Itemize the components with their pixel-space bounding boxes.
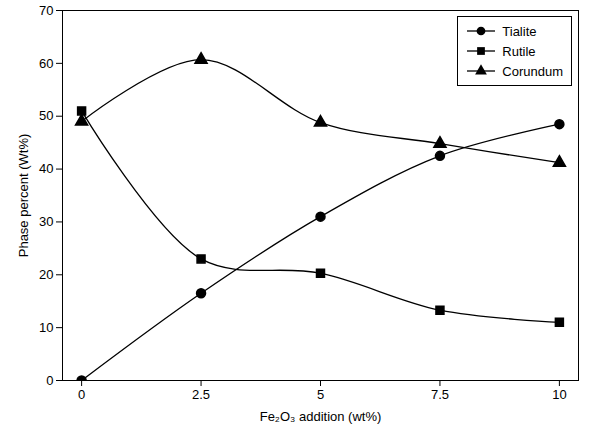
svg-text:30: 30 (39, 214, 53, 229)
svg-text:50: 50 (39, 108, 53, 123)
svg-text:0: 0 (78, 387, 85, 402)
svg-text:20: 20 (39, 267, 53, 282)
html-text:Tialite: Tialite (502, 23, 537, 39)
svg-text:5: 5 (317, 387, 324, 402)
svg-text:Phase percent (Wt%): Phase percent (Wt%) (16, 134, 31, 258)
html-text:Rutile: Rutile (502, 43, 536, 59)
svg-text:7.5: 7.5 (431, 387, 449, 402)
svg-text:0: 0 (46, 373, 53, 388)
svg-text:70: 70 (39, 3, 53, 18)
svg-text:10: 10 (39, 320, 53, 335)
svg-text:40: 40 (39, 161, 53, 176)
svg-text:2.5: 2.5 (192, 387, 210, 402)
html-text:Corundum: Corundum (502, 63, 563, 79)
svg-text:60: 60 (39, 56, 53, 71)
svg-text:10: 10 (552, 387, 566, 402)
svg-text:Fe₂O₃ addition (wt%): Fe₂O₃ addition (wt%) (260, 409, 382, 424)
